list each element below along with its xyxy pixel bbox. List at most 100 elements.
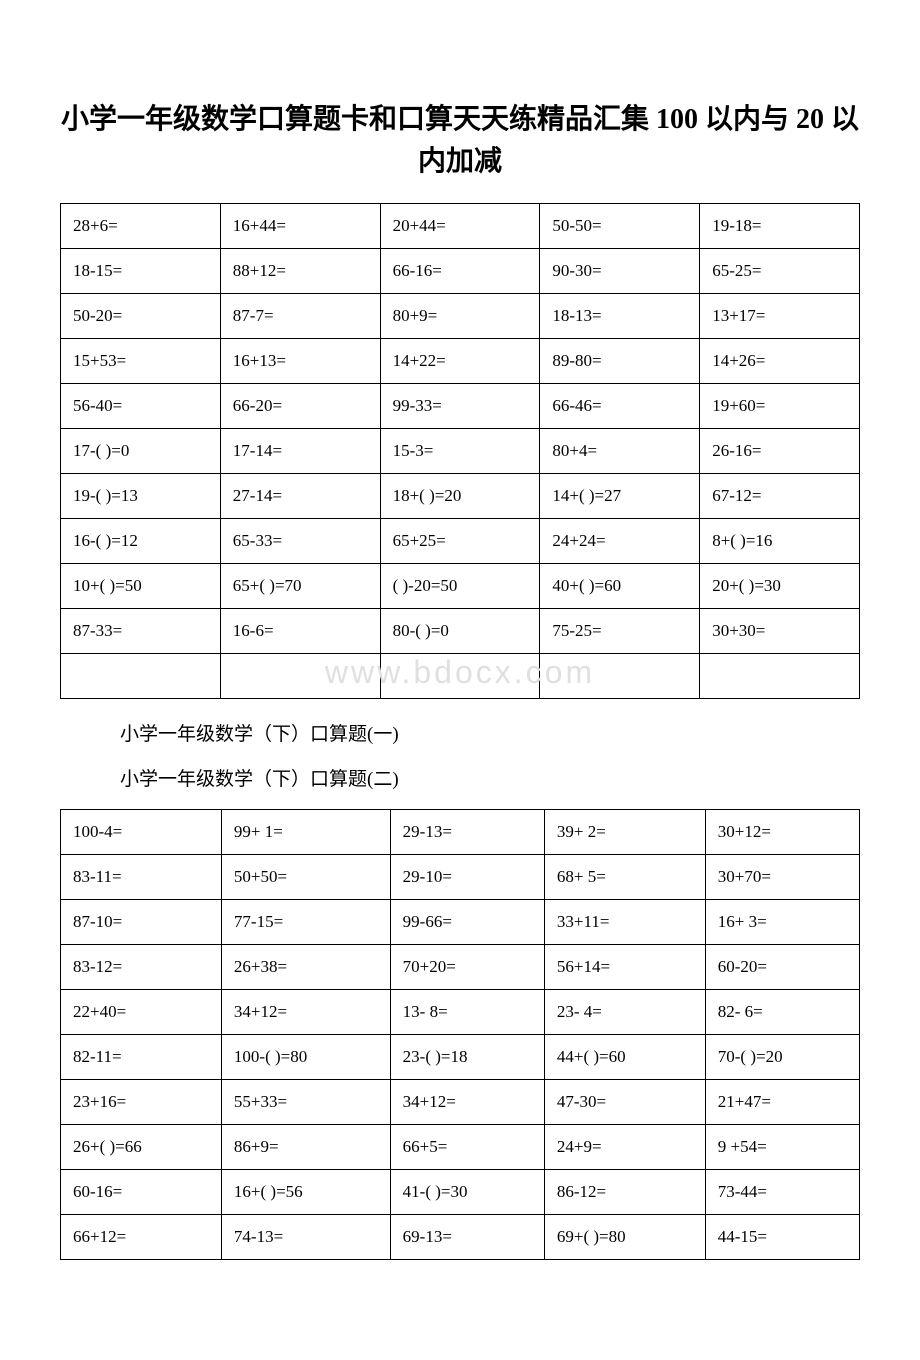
table-cell: 17-14=	[220, 428, 380, 473]
table-cell: 34+12=	[221, 989, 390, 1034]
table-cell: 99-33=	[380, 383, 540, 428]
table-cell: 65+( )=70	[220, 563, 380, 608]
table-row: 23+16=55+33=34+12=47-30=21+47=	[61, 1079, 860, 1124]
table-cell: 16+ 3=	[705, 899, 859, 944]
table-row: 28+6=16+44=20+44=50-50=19-18=	[61, 203, 860, 248]
table-cell: 44-15=	[705, 1214, 859, 1259]
table-cell: 70+20=	[390, 944, 544, 989]
table-cell: 26+( )=66	[61, 1124, 222, 1169]
table-cell: 83-11=	[61, 854, 222, 899]
table-cell: 9 +54=	[705, 1124, 859, 1169]
table-cell: 56+14=	[544, 944, 705, 989]
table-row: 15+53=16+13=14+22=89-80=14+26=	[61, 338, 860, 383]
table-cell: 86+9=	[221, 1124, 390, 1169]
table-row: 18-15=88+12=66-16=90-30=65-25=	[61, 248, 860, 293]
table-cell: 41-( )=30	[390, 1169, 544, 1214]
table-cell: 16-6=	[220, 608, 380, 653]
table-cell: 14+22=	[380, 338, 540, 383]
table-cell: 10+( )=50	[61, 563, 221, 608]
table-cell	[540, 653, 700, 698]
table-cell: 19-( )=13	[61, 473, 221, 518]
table-cell: 67-12=	[700, 473, 860, 518]
table-cell: 65-33=	[220, 518, 380, 563]
table-cell: 19-18=	[700, 203, 860, 248]
table-cell: 90-30=	[540, 248, 700, 293]
table2: 100-4=99+ 1=29-13=39+ 2=30+12=83-11=50+5…	[60, 809, 860, 1260]
table-cell: 23-( )=18	[390, 1034, 544, 1079]
table-cell: 87-33=	[61, 608, 221, 653]
table-cell: 40+( )=60	[540, 563, 700, 608]
table-cell: 80-( )=0	[380, 608, 540, 653]
table-cell: 80+4=	[540, 428, 700, 473]
table-cell: 83-12=	[61, 944, 222, 989]
table-cell: 30+12=	[705, 809, 859, 854]
table-row: 10+( )=5065+( )=70( )-20=5040+( )=6020+(…	[61, 563, 860, 608]
table-cell: 89-80=	[540, 338, 700, 383]
table-cell: 69-13=	[390, 1214, 544, 1259]
table-cell: 82- 6=	[705, 989, 859, 1034]
table-row: 56-40=66-20=99-33=66-46=19+60=	[61, 383, 860, 428]
table-cell: 99+ 1=	[221, 809, 390, 854]
table-cell: 88+12=	[220, 248, 380, 293]
table-cell: 66-46=	[540, 383, 700, 428]
table-row	[61, 653, 860, 698]
table-cell: 23- 4=	[544, 989, 705, 1034]
table-cell: 100-4=	[61, 809, 222, 854]
table-cell: 66-20=	[220, 383, 380, 428]
main-title: 小学一年级数学口算题卡和口算天天练精品汇集 100 以内与 20 以内加减	[60, 99, 860, 183]
table-cell: 60-16=	[61, 1169, 222, 1214]
table-row: 22+40=34+12=13- 8=23- 4=82- 6=	[61, 989, 860, 1034]
table1: 28+6=16+44=20+44=50-50=19-18=18-15=88+12…	[60, 203, 860, 699]
table-cell: 13- 8=	[390, 989, 544, 1034]
table-cell: 22+40=	[61, 989, 222, 1034]
table-cell: 80+9=	[380, 293, 540, 338]
table-cell: 66-16=	[380, 248, 540, 293]
table-cell: 82-11=	[61, 1034, 222, 1079]
table-cell: 77-15=	[221, 899, 390, 944]
table-cell	[700, 653, 860, 698]
table-cell: 73-44=	[705, 1169, 859, 1214]
table-cell: 23+16=	[61, 1079, 222, 1124]
table-cell: 24+24=	[540, 518, 700, 563]
table-row: 16-( )=1265-33=65+25=24+24=8+( )=16	[61, 518, 860, 563]
table-cell: 16+13=	[220, 338, 380, 383]
table-row: 83-12=26+38=70+20=56+14=60-20=	[61, 944, 860, 989]
table-row: 26+( )=6686+9=66+5=24+9=9 +54=	[61, 1124, 860, 1169]
table-row: 50-20=87-7=80+9=18-13=13+17=	[61, 293, 860, 338]
table-cell: 28+6=	[61, 203, 221, 248]
table-cell: 27-14=	[220, 473, 380, 518]
table-cell: 16+44=	[220, 203, 380, 248]
table-cell: 30+70=	[705, 854, 859, 899]
table-cell: 66+5=	[390, 1124, 544, 1169]
table-cell: 14+26=	[700, 338, 860, 383]
table-cell: 60-20=	[705, 944, 859, 989]
table-cell: 68+ 5=	[544, 854, 705, 899]
table-cell: 20+44=	[380, 203, 540, 248]
table-row: 60-16=16+( )=5641-( )=3086-12=73-44=	[61, 1169, 860, 1214]
table-cell: 15+53=	[61, 338, 221, 383]
table-row: 100-4=99+ 1=29-13=39+ 2=30+12=	[61, 809, 860, 854]
table-cell: 24+9=	[544, 1124, 705, 1169]
table-cell: 44+( )=60	[544, 1034, 705, 1079]
table-cell: 99-66=	[390, 899, 544, 944]
table-cell: 39+ 2=	[544, 809, 705, 854]
table-cell: 20+( )=30	[700, 563, 860, 608]
subtitle1: 小学一年级数学（下）口算题(一)	[120, 719, 860, 746]
table-row: 82-11=100-( )=8023-( )=1844+( )=6070-( )…	[61, 1034, 860, 1079]
table-cell: 18-15=	[61, 248, 221, 293]
table-cell: 26+38=	[221, 944, 390, 989]
table-cell	[220, 653, 380, 698]
table-cell: 50-50=	[540, 203, 700, 248]
table-cell: 17-( )=0	[61, 428, 221, 473]
table-cell: 26-16=	[700, 428, 860, 473]
table-cell: 70-( )=20	[705, 1034, 859, 1079]
table-cell: 18+( )=20	[380, 473, 540, 518]
table-cell: 74-13=	[221, 1214, 390, 1259]
table-cell: 75-25=	[540, 608, 700, 653]
table-cell: 56-40=	[61, 383, 221, 428]
table-cell	[61, 653, 221, 698]
table-row: 87-33=16-6=80-( )=075-25=30+30=	[61, 608, 860, 653]
table-cell: 13+17=	[700, 293, 860, 338]
table-row: 83-11=50+50=29-10=68+ 5=30+70=	[61, 854, 860, 899]
table-cell: 47-30=	[544, 1079, 705, 1124]
